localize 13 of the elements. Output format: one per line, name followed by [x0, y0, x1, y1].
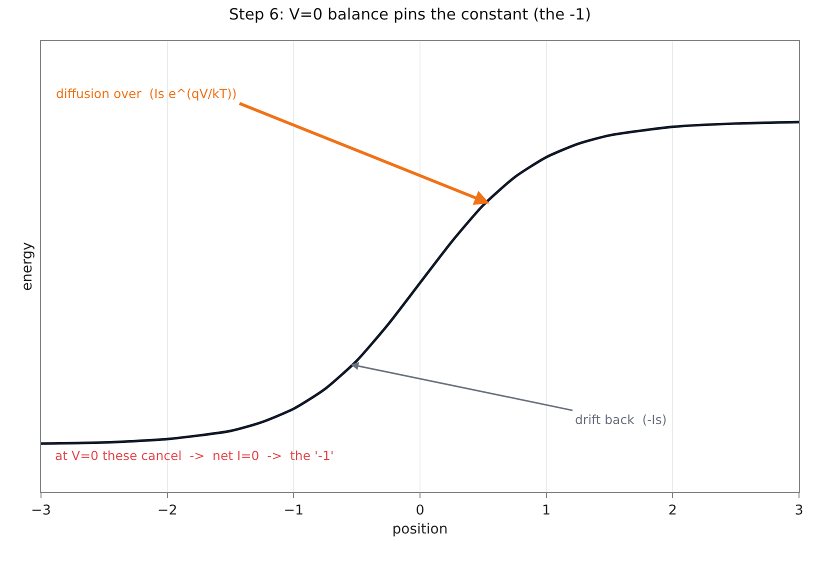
annotation: diffusion over (Is e^(qV/kT)) — [56, 86, 237, 101]
x-tick-label: −3 — [31, 502, 51, 518]
x-tick-label: 1 — [542, 502, 551, 518]
x-tick-label: 3 — [794, 502, 804, 518]
y-axis-title: energy — [20, 242, 36, 291]
x-tick-label: 0 — [416, 502, 424, 518]
x-tick-label: 2 — [668, 502, 677, 518]
x-tick-label: −2 — [157, 502, 178, 518]
annotation: drift back (-Is) — [575, 412, 667, 427]
x-tick-label: −1 — [284, 502, 304, 518]
x-axis-title: position — [392, 522, 448, 538]
chart-title: Step 6: V=0 balance pins the constant (the -1) — [228, 5, 592, 24]
annotation: at V=0 these cancel -> net I=0 -> the '-1' — [55, 448, 334, 463]
